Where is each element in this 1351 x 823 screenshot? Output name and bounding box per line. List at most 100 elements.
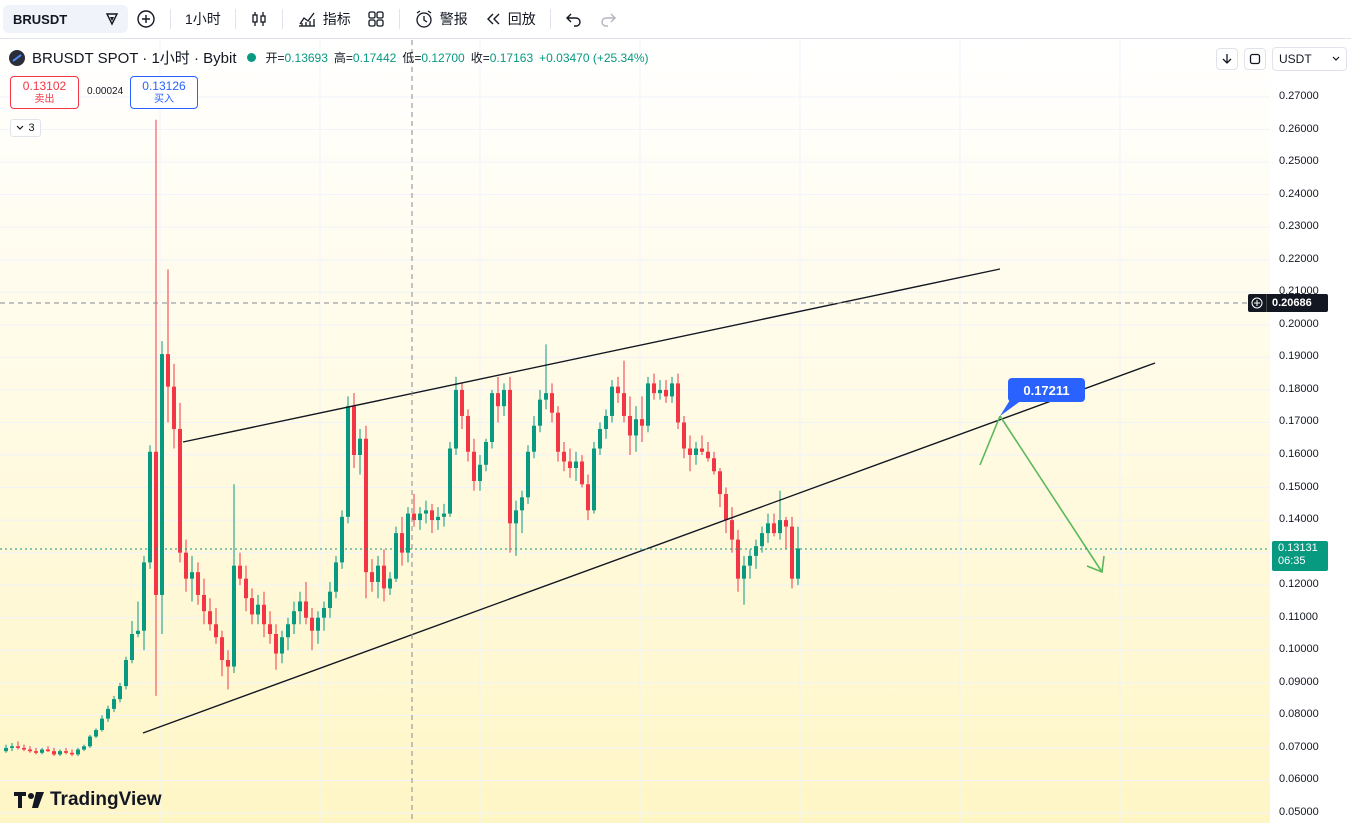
candle-down	[586, 484, 590, 511]
lower-trendline[interactable]	[142, 362, 1156, 734]
candle-down	[208, 611, 212, 625]
candle-down	[268, 624, 272, 634]
add-alert-icon[interactable]	[1248, 294, 1267, 312]
candle-up	[316, 617, 320, 631]
currency-select[interactable]: USDT	[1272, 47, 1347, 71]
candle-down	[34, 751, 38, 753]
upper-trendline[interactable]	[182, 268, 1001, 443]
buy-button[interactable]: 0.13126 买入	[130, 76, 198, 109]
interval-button[interactable]: 1小时	[185, 11, 221, 27]
candle-down	[70, 752, 74, 755]
price-tick-label: 0.27000	[1279, 90, 1319, 102]
candle-down	[310, 617, 314, 631]
price-tick-label: 0.12000	[1279, 578, 1319, 591]
candle-down	[370, 572, 374, 582]
redo-button[interactable]	[591, 5, 625, 33]
candle-up	[574, 461, 578, 469]
price-chart[interactable]	[0, 40, 1351, 823]
candle-up	[106, 708, 110, 719]
chevron-down-icon	[17, 125, 24, 130]
price-tick-label: 0.26000	[1279, 122, 1319, 135]
candle-up	[454, 389, 458, 449]
candle-up	[358, 438, 362, 455]
sell-button[interactable]: 0.13102 卖出	[10, 76, 79, 109]
candle-down	[238, 565, 242, 579]
candle-up	[10, 746, 14, 748]
change-value: +0.03470 (+25.34%)	[539, 50, 649, 65]
candle-down	[568, 461, 572, 469]
candle-up	[754, 546, 758, 556]
candle-up	[538, 399, 542, 426]
rewind-icon	[486, 13, 500, 25]
fullscreen-icon	[1249, 53, 1261, 65]
price-tick-label: 0.18000	[1279, 382, 1319, 395]
drawings	[0, 40, 1270, 823]
projection-up-arrow[interactable]	[979, 415, 1001, 466]
candle-up	[658, 389, 662, 394]
top-toolbar: BRUSDT 1小时 指标 警报 回放	[0, 0, 1351, 39]
candle-up	[520, 497, 524, 511]
candle-up	[502, 389, 506, 407]
candle-down	[196, 572, 200, 595]
candle-up	[190, 572, 194, 579]
price-tick-label: 0.19000	[1279, 350, 1319, 363]
tradingview-logo-icon	[14, 792, 44, 808]
compare-button[interactable]	[128, 5, 164, 33]
layout-button[interactable]	[359, 5, 393, 33]
candle-up	[490, 393, 494, 442]
scroll-down-button[interactable]	[1216, 48, 1238, 70]
arrow-head	[1086, 555, 1105, 574]
symbol-search[interactable]: BRUSDT	[3, 5, 128, 33]
price-callout[interactable]: 0.17211	[1008, 378, 1085, 402]
price-tick-label: 0.10000	[1279, 643, 1319, 656]
candle-down	[664, 389, 668, 397]
candle-up	[778, 520, 782, 534]
candlestick-series	[4, 119, 800, 757]
toolbar-divider	[170, 9, 171, 29]
candle-up	[766, 523, 770, 534]
candle-up	[604, 415, 608, 429]
tradingview-logo[interactable]: TradingView	[14, 789, 162, 811]
candle-down	[154, 451, 158, 595]
candle-down	[496, 393, 500, 407]
chart-grid	[0, 40, 1270, 823]
candle-down	[16, 746, 20, 748]
buy-label: 买入	[154, 94, 174, 105]
open-label: 开=	[265, 51, 285, 65]
candle-up	[124, 660, 128, 687]
candle-up	[388, 578, 392, 589]
replay-button[interactable]: 回放	[476, 5, 544, 33]
price-tick-label: 0.05000	[1279, 806, 1319, 818]
candle-up	[796, 548, 800, 579]
candle-down	[736, 539, 740, 579]
candle-down	[178, 428, 182, 553]
candle-down	[712, 458, 716, 472]
price-tick-label: 0.09000	[1279, 675, 1319, 688]
fullscreen-button[interactable]	[1244, 48, 1266, 70]
candle-up	[646, 383, 650, 426]
candle-up	[634, 419, 638, 436]
candle-up	[484, 441, 488, 465]
candle-up	[118, 686, 122, 700]
price-tick-label: 0.07000	[1279, 740, 1319, 753]
projection-down-arrow[interactable]	[999, 415, 1103, 573]
chart-type-button[interactable]	[242, 5, 276, 33]
indicators-collapse-toggle[interactable]: 3	[10, 119, 41, 137]
candle-down	[640, 419, 644, 426]
price-tick-label: 0.23000	[1279, 220, 1319, 233]
arrow-down-icon	[1222, 54, 1232, 64]
indicators-icon	[298, 12, 315, 27]
candle-up	[76, 749, 80, 755]
candle-down	[718, 471, 722, 495]
indicators-button[interactable]: 指标	[289, 5, 359, 33]
candle-down	[262, 604, 266, 625]
alerts-button[interactable]: 警报	[406, 5, 476, 33]
callout-pointer	[1000, 400, 1022, 416]
last-price-tag: 0.13131 06:35	[1272, 541, 1328, 571]
candle-down	[214, 624, 218, 638]
undo-button[interactable]	[557, 5, 591, 33]
candle-down	[172, 386, 176, 429]
candle-up	[94, 730, 98, 737]
candle-down	[460, 389, 464, 416]
price-tick-label: 0.17000	[1279, 415, 1319, 428]
